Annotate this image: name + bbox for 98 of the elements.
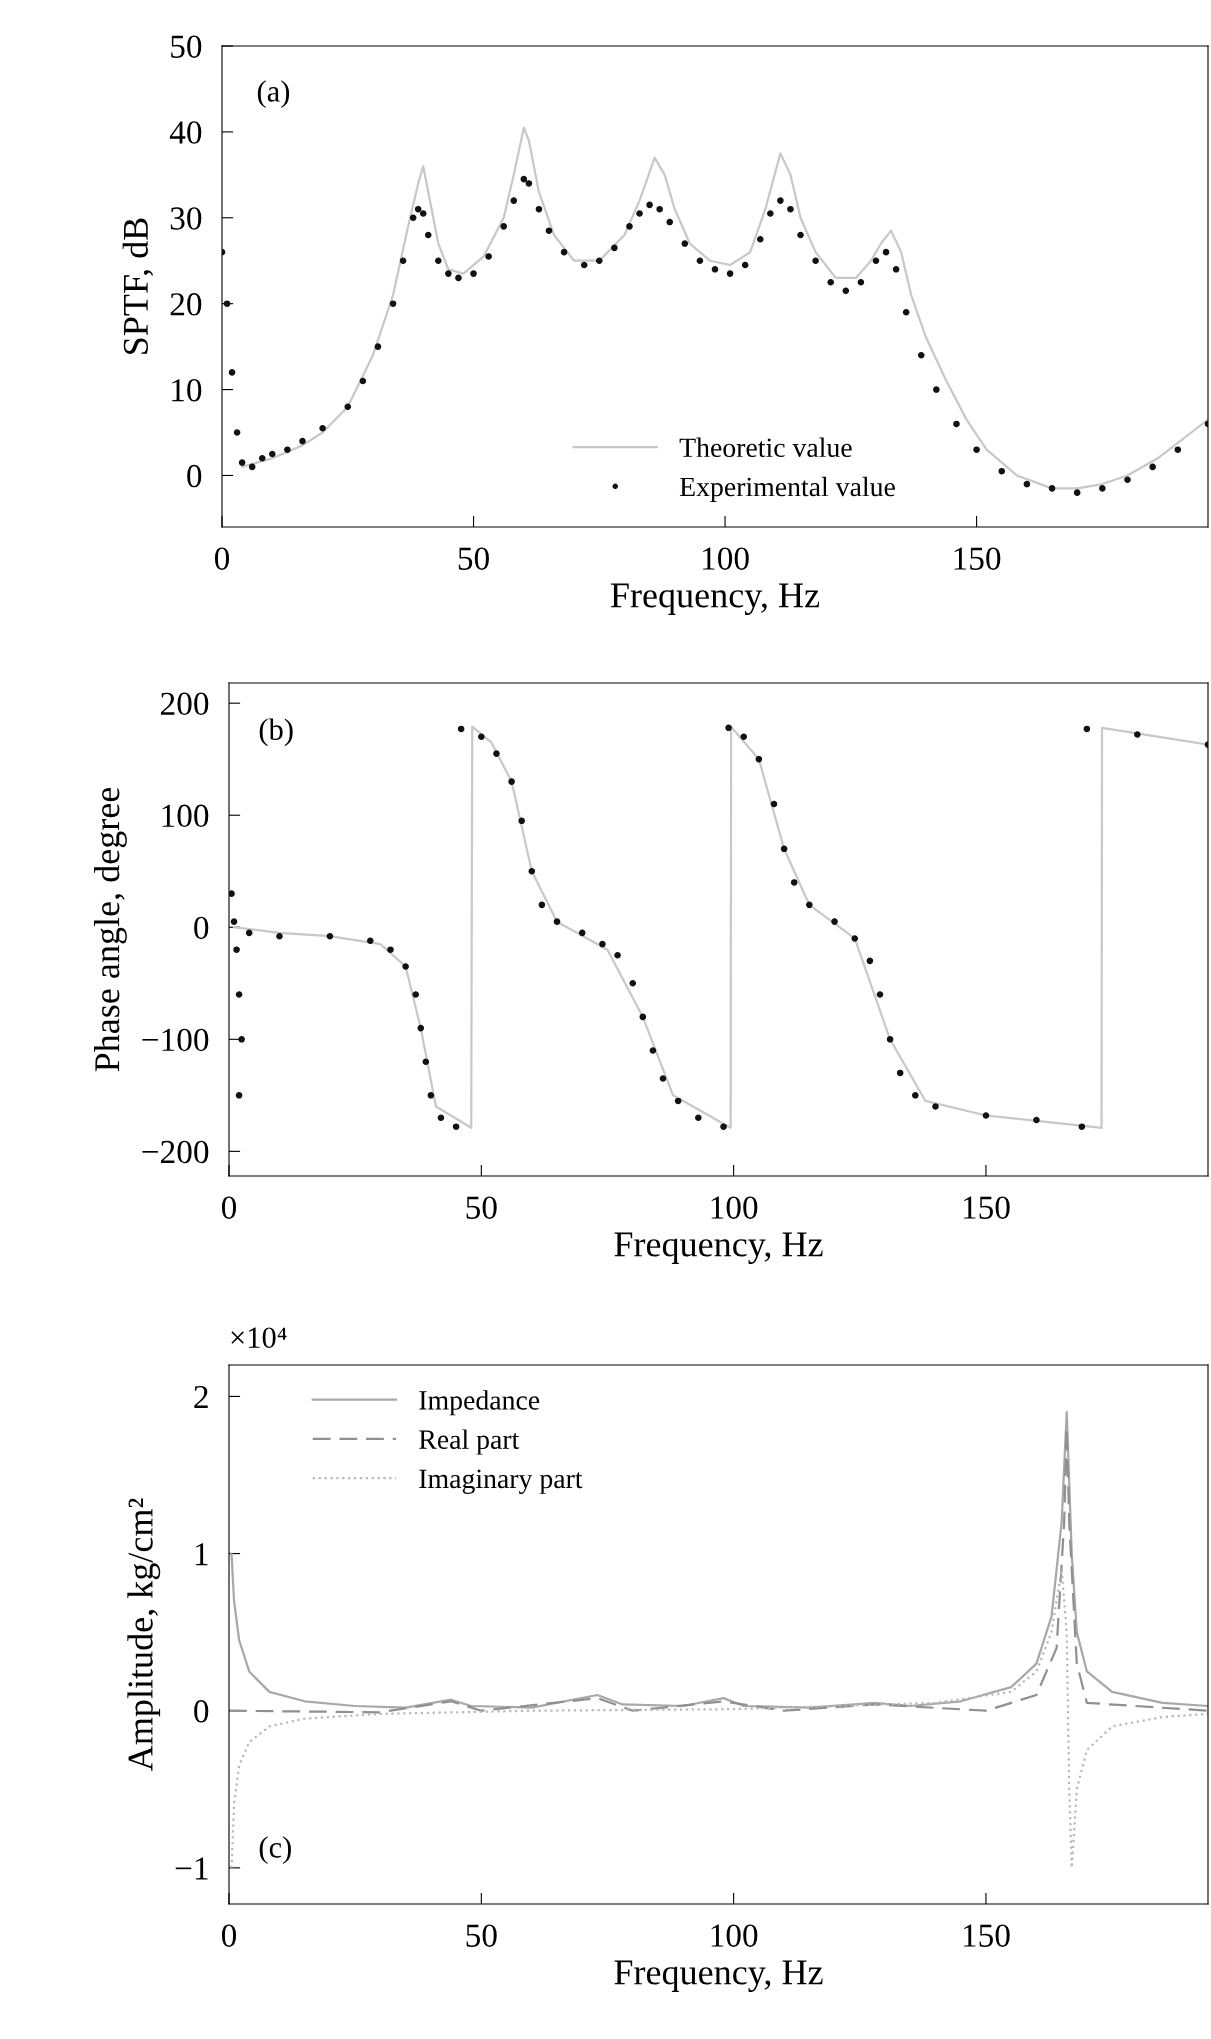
y-tick-label: 20 [170, 293, 202, 316]
point [238, 1036, 245, 1043]
x-axis-title: Frequency, Hz [614, 1232, 823, 1264]
point [886, 1036, 894, 1043]
point [229, 890, 235, 897]
point [452, 1123, 460, 1130]
point [674, 1097, 682, 1105]
x-axis-title: Frequency, Hz [610, 583, 820, 615]
point [639, 1013, 647, 1021]
point [720, 1123, 727, 1130]
x-tick-label: 50 [466, 1196, 497, 1219]
legend-label: Real part [419, 1429, 520, 1455]
point [790, 879, 798, 886]
point [326, 932, 334, 940]
y-tick-label: −100 [142, 1028, 209, 1052]
y-tick-label: 0 [187, 464, 202, 488]
point [417, 1024, 425, 1032]
point [578, 929, 586, 937]
y-tick-label: 10 [172, 378, 202, 402]
point [493, 750, 500, 757]
point [659, 1075, 667, 1082]
point [912, 1092, 919, 1099]
x-tick-label: 150 [963, 1924, 1010, 1947]
y-tick-label: 50 [171, 35, 202, 58]
annotation: (c) [259, 1836, 291, 1864]
x-tick-label: 100 [702, 547, 749, 570]
point [457, 725, 465, 733]
y-tick-label: −1 [175, 1857, 208, 1880]
point [528, 867, 536, 875]
point [599, 940, 606, 948]
point [755, 755, 763, 763]
point [1083, 725, 1091, 733]
y-tick-label: 1 [195, 1543, 208, 1566]
point [932, 1103, 939, 1110]
x-tick-label: 50 [466, 1924, 497, 1947]
x-tick-label: 0 [221, 1196, 237, 1219]
x-tick-label: 0 [221, 1924, 237, 1947]
point [695, 1114, 702, 1122]
point [412, 991, 420, 998]
point [233, 946, 240, 953]
annotation: (b) [259, 718, 293, 747]
point [245, 929, 253, 937]
x-tick-label: 100 [711, 1196, 758, 1219]
point [235, 1092, 243, 1099]
x-tick-label: 50 [458, 547, 489, 570]
legend-label: Impedance [419, 1390, 540, 1416]
point [780, 845, 788, 853]
point [538, 901, 546, 909]
point [230, 918, 238, 925]
point [276, 932, 283, 940]
point [614, 951, 621, 959]
y-tick-label: 0 [194, 916, 209, 940]
point [437, 1114, 445, 1122]
y-axis-title: Amplitude, kg/cm² [127, 1498, 161, 1771]
y-tick-label: 2 [194, 1385, 208, 1408]
point [478, 733, 485, 741]
point [367, 937, 374, 944]
y-tick-label: 0 [194, 1700, 209, 1723]
point [851, 935, 859, 942]
y-axis-title: Phase angle, degree [94, 787, 127, 1072]
x-tick-label: 150 [963, 1196, 1010, 1219]
point [508, 778, 515, 785]
y-tick-label: 100 [162, 804, 209, 828]
point [427, 1092, 435, 1099]
point [982, 1112, 990, 1119]
point [553, 918, 561, 925]
x-tick-label: 100 [711, 1924, 758, 1947]
point [1078, 1123, 1086, 1130]
point [629, 979, 637, 987]
x-axis-title: Frequency, Hz [614, 1960, 823, 1992]
y-tick-label: 40 [169, 121, 202, 144]
x-tick-label: 0 [214, 547, 230, 570]
point [402, 963, 409, 970]
y-tick-label: 30 [170, 207, 202, 230]
point [518, 817, 525, 825]
y-tick-label: −200 [142, 1140, 209, 1164]
point [387, 946, 394, 953]
point [1134, 731, 1141, 738]
point [235, 991, 243, 998]
point [725, 724, 732, 732]
y-tick-label: 200 [161, 692, 209, 716]
annotation: (a) [257, 80, 290, 108]
legend-label: Theoretic value [679, 437, 852, 458]
legend-label: Imaginary part [419, 1469, 583, 1494]
point [740, 733, 748, 741]
y-axis-title: SPTF, dB [122, 218, 154, 354]
point [831, 918, 838, 925]
point [896, 1069, 904, 1077]
point [876, 991, 884, 998]
legend-label: Experimental value [679, 476, 895, 502]
x-tick-label: 150 [954, 547, 1001, 570]
point [649, 1047, 657, 1054]
point [770, 800, 778, 808]
point [1033, 1116, 1040, 1124]
point [806, 901, 813, 909]
text: ×10⁴ [231, 1327, 287, 1349]
point [422, 1058, 430, 1066]
point [866, 957, 874, 965]
